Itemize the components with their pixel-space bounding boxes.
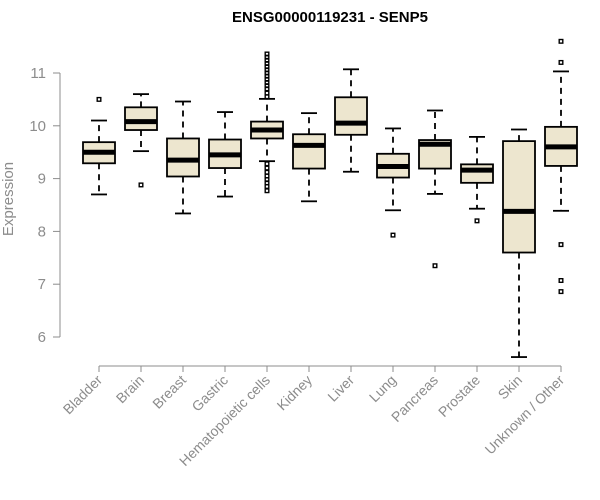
y-tick-label: 10 <box>29 118 46 135</box>
outlier-point <box>264 90 270 96</box>
box-group-breast <box>166 100 200 215</box>
box-iqr-liver <box>334 96 368 136</box>
box-iqr-kidney <box>292 133 326 170</box>
x-tick-label-lung: Lung <box>366 372 399 405</box>
outlier-point <box>390 232 396 238</box>
y-tick-label: 6 <box>38 329 46 346</box>
box-iqr-prostate <box>460 163 494 184</box>
outlier-point <box>558 59 564 65</box>
y-tick-label: 11 <box>30 65 46 82</box>
plot-area <box>82 38 578 358</box>
x-tick-label-bladder: Bladder <box>60 372 106 418</box>
outlier-point <box>264 188 270 194</box>
x-tick-label-kidney: Kidney <box>274 372 316 414</box>
x-tick-label-brain: Brain <box>113 372 147 406</box>
box-group-lung <box>376 127 410 238</box>
box-group-skin <box>502 128 536 358</box>
box-iqr-brain <box>124 106 158 131</box>
outlier-point <box>558 289 564 295</box>
outlier-point <box>432 263 438 269</box>
box-iqr-skin <box>502 140 536 254</box>
chart-title: ENSG00000119231 - SENP5 <box>232 9 428 26</box>
y-tick-label: 8 <box>38 223 46 240</box>
box-group-kidney <box>292 112 326 203</box>
box-group-unknown-other <box>544 38 578 295</box>
box-group-gastric <box>208 111 242 198</box>
y-axis-label: Expression <box>0 162 17 236</box>
outlier-point <box>96 96 102 102</box>
outlier-point <box>138 182 144 188</box>
box-group-liver <box>334 68 368 173</box>
x-tick-label-unknown-other: Unknown / Other <box>482 372 568 458</box>
box-group-hematopoietic-cells <box>250 51 284 194</box>
box-group-prostate <box>460 135 494 224</box>
x-tick-label-breast: Breast <box>149 372 189 412</box>
outlier-point <box>558 278 564 284</box>
y-tick-label: 7 <box>38 276 46 293</box>
x-tick-label-skin: Skin <box>495 372 526 403</box>
outlier-point <box>474 218 480 224</box>
outlier-point <box>558 38 564 44</box>
outlier-point <box>264 161 270 167</box>
box-group-brain <box>124 93 158 188</box>
box-group-bladder <box>82 96 116 196</box>
y-tick-label: 9 <box>38 171 46 188</box>
box-iqr-breast <box>166 137 200 178</box>
x-tick-label-liver: Liver <box>324 372 357 405</box>
outlier-point <box>264 165 270 171</box>
outlier-point <box>558 242 564 248</box>
x-tick-label-pancreas: Pancreas <box>388 372 441 425</box>
box-group-pancreas <box>418 109 452 269</box>
y-axis: 6 7 8 9 10 11 <box>29 65 61 346</box>
outlier-point <box>264 51 270 57</box>
x-tick-label-prostate: Prostate <box>435 372 483 420</box>
outlier-point <box>264 169 270 175</box>
